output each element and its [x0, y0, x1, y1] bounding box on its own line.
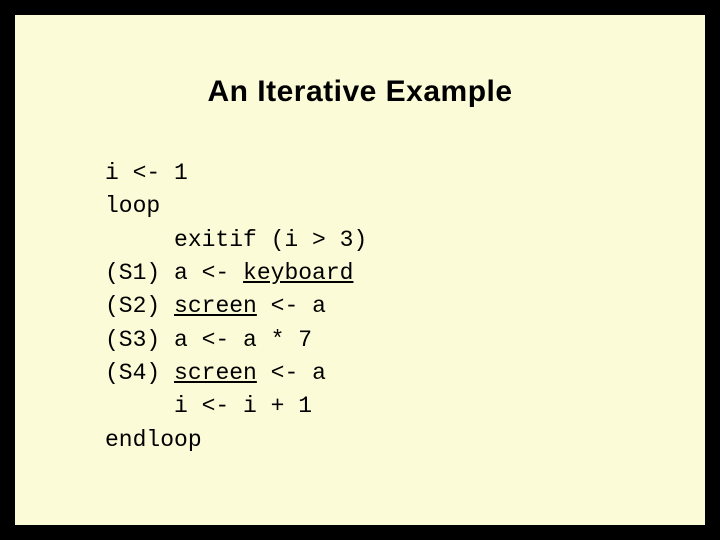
code-line: loop	[105, 190, 615, 223]
code-line: exitif (i > 3)	[105, 224, 615, 257]
code-line-post: <- a	[257, 293, 326, 319]
code-line: endloop	[105, 424, 615, 457]
code-line-label: (S1)	[105, 260, 160, 286]
code-line-pre: a <- a * 7	[160, 327, 312, 353]
code-line-underlined: screen	[174, 360, 257, 386]
code-line: (S2) screen <- a	[105, 290, 615, 323]
code-block: i <- 1 loop exitif (i > 3) (S1) a <- keybo…	[105, 157, 615, 457]
code-line-label: (S4)	[105, 360, 160, 386]
code-line-label: (S3)	[105, 327, 160, 353]
code-line-pre	[160, 360, 174, 386]
slide-body: An Iterative Example i <- 1 loop exitif (…	[12, 12, 708, 528]
code-line-underlined: keyboard	[243, 260, 353, 286]
code-line-pre: endloop	[105, 427, 202, 453]
code-line: (S3) a <- a * 7	[105, 324, 615, 357]
code-line: i <- i + 1	[105, 390, 615, 423]
slide-outer-frame: An Iterative Example i <- 1 loop exitif (…	[0, 0, 720, 540]
code-line-post: <- a	[257, 360, 326, 386]
code-line-pre: i <- i + 1	[105, 393, 312, 419]
code-line-pre: a <-	[160, 260, 243, 286]
code-line: i <- 1	[105, 157, 615, 190]
code-line: (S4) screen <- a	[105, 357, 615, 390]
code-line: (S1) a <- keyboard	[105, 257, 615, 290]
code-line-pre: exitif (i > 3)	[105, 227, 367, 253]
code-line-underlined: screen	[174, 293, 257, 319]
code-line-label: (S2)	[105, 293, 160, 319]
code-line-pre: i <- 1	[105, 160, 188, 186]
code-line-pre: loop	[105, 193, 160, 219]
code-line-pre	[160, 293, 174, 319]
slide-title: An Iterative Example	[105, 75, 615, 109]
